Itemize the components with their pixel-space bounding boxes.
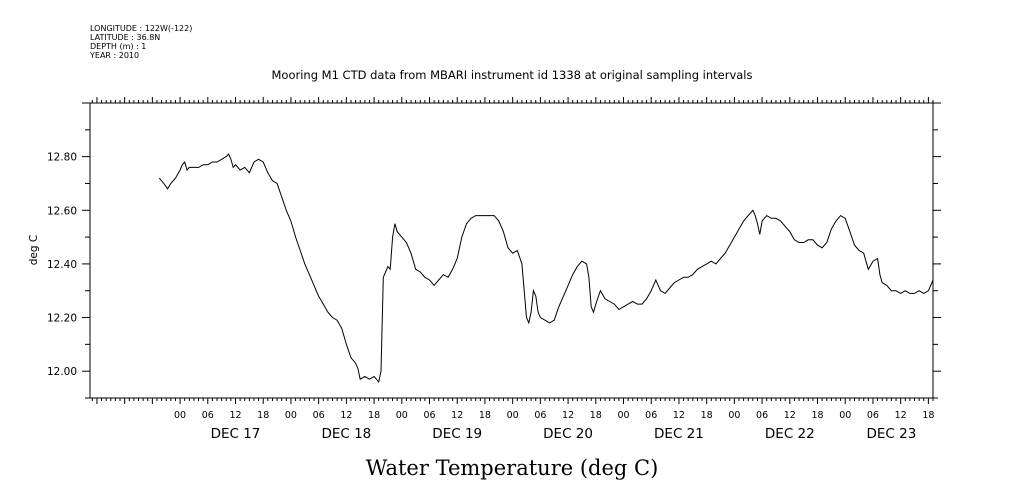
y-tick-labels: 12.00 12.20 12.40 12.60 12.80 [47,152,77,379]
depth-label: DEPTH (m) : 1 [90,42,146,51]
y-tick-label: 12.20 [47,313,77,325]
x-day-label: DEC 17 [211,426,261,442]
x-hour-label: 18 [811,410,823,421]
x-hour-label: 12 [673,410,685,421]
x-day-label: DEC 20 [543,426,593,442]
x-hour-label: 00 [728,410,740,421]
latitude-label: LATITUDE : 36.8N [90,33,160,42]
x-hour-label: 12 [229,410,241,421]
x-hour-label: 00 [396,410,408,421]
year-label: YEAR : 2010 [89,51,139,60]
x-hour-label: 18 [479,410,491,421]
x-hour-label: 00 [839,410,851,421]
axis-ticks [82,97,941,404]
x-hour-label: 00 [507,410,519,421]
x-hour-label: 12 [895,410,907,421]
x-hour-label: 06 [202,410,214,421]
x-hour-label: 18 [922,410,934,421]
y-tick-label: 12.40 [47,259,77,271]
x-hour-label: 00 [285,410,297,421]
x-hour-label: 12 [562,410,574,421]
x-hour-label: 06 [645,410,657,421]
x-day-label: DEC 21 [654,426,704,442]
x-day-label: DEC 19 [432,426,482,442]
x-hour-label: 06 [867,410,879,421]
series-line [158,153,934,383]
chart-title: Mooring M1 CTD data from MBARI instrumen… [272,68,753,82]
x-hour-label: 06 [756,410,768,421]
x-hour-label: 00 [174,410,186,421]
y-axis-label: deg C [28,235,40,265]
x-hour-label: 18 [701,410,713,421]
x-hour-tick-labels: 00 06 12 18 00 06 12 18 00 06 12 18 00 06 12 18 00 06 12 18… [174,410,934,421]
x-day-label: DEC 22 [765,426,815,442]
x-day-label: DEC 23 [867,426,917,442]
y-tick-label: 12.80 [47,152,77,164]
x-axis-label: Water Temperature (deg C) [366,456,659,480]
x-hour-label: 00 [617,410,629,421]
x-hour-label: 12 [784,410,796,421]
x-hour-label: 18 [368,410,380,421]
x-day-label: DEC 18 [321,426,371,442]
x-hour-label: 12 [340,410,352,421]
x-day-labels: DEC 17 DEC 18 DEC 19 DEC 20 DEC 21 DEC 22 DEC … [211,426,917,442]
x-hour-label: 18 [257,410,269,421]
x-hour-label: 06 [313,410,325,421]
y-tick-label: 12.60 [47,205,77,217]
x-hour-label: 06 [423,410,435,421]
x-hour-label: 12 [451,410,463,421]
longitude-label: LONGITUDE : 122W(-122) [90,24,192,33]
x-hour-label: 18 [590,410,602,421]
plot-frame [89,102,934,399]
x-hour-label: 06 [534,410,546,421]
metadata-block: LONGITUDE : 122W(-122) LATITUDE : 36.8N … [89,24,192,60]
y-tick-label: 12.00 [47,366,77,378]
